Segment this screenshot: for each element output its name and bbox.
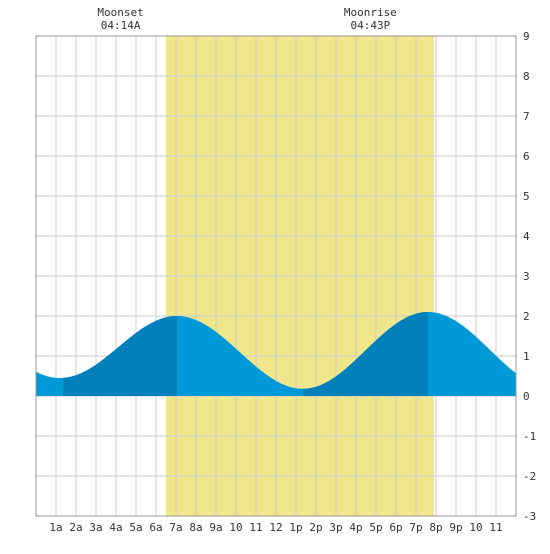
y-tick-label: 7	[523, 110, 530, 123]
x-tick-label: 4p	[349, 521, 362, 534]
moon-event-time: 04:43P	[351, 19, 391, 32]
y-tick-label: 8	[523, 70, 530, 83]
x-tick-label: 8a	[189, 521, 202, 534]
x-tick-label: 10	[469, 521, 482, 534]
tide-area-highlight	[63, 316, 177, 396]
y-tick-label: 9	[523, 30, 530, 43]
y-tick-label: 2	[523, 310, 530, 323]
x-tick-label: 2p	[309, 521, 322, 534]
y-tick-label: 6	[523, 150, 530, 163]
moon-event-time: 04:14A	[101, 19, 141, 32]
y-tick-label: -1	[523, 430, 536, 443]
y-tick-label: 4	[523, 230, 530, 243]
plot-frame	[35, 35, 517, 517]
x-tick-label: 12	[269, 521, 282, 534]
x-tick-label: 11	[249, 521, 262, 534]
x-tick-label: 6p	[389, 521, 402, 534]
x-tick-label: 5p	[369, 521, 382, 534]
x-tick-label: 11	[489, 521, 502, 534]
y-tick-label: 0	[523, 390, 530, 403]
x-tick-label: 7p	[409, 521, 422, 534]
x-tick-label: 9a	[209, 521, 222, 534]
moon-event-label: Moonrise	[344, 6, 397, 19]
x-tick-label: 3p	[329, 521, 342, 534]
x-tick-label: 1p	[289, 521, 302, 534]
y-tick-label: -2	[523, 470, 536, 483]
x-tick-label: 1a	[49, 521, 62, 534]
x-tick-label: 5a	[129, 521, 142, 534]
x-tick-label: 2a	[69, 521, 82, 534]
x-tick-label: 3a	[89, 521, 102, 534]
x-tick-label: 8p	[429, 521, 442, 534]
y-tick-label: 1	[523, 350, 530, 363]
y-tick-label: -3	[523, 510, 536, 523]
x-tick-label: 7a	[169, 521, 182, 534]
y-tick-label: 3	[523, 270, 530, 283]
x-tick-label: 6a	[149, 521, 162, 534]
x-tick-label: 10	[229, 521, 242, 534]
tide-area-highlight	[303, 312, 428, 396]
moon-event-label: Moonset	[97, 6, 143, 19]
y-tick-label: 5	[523, 190, 530, 203]
x-tick-label: 9p	[449, 521, 462, 534]
x-tick-label: 4a	[109, 521, 122, 534]
